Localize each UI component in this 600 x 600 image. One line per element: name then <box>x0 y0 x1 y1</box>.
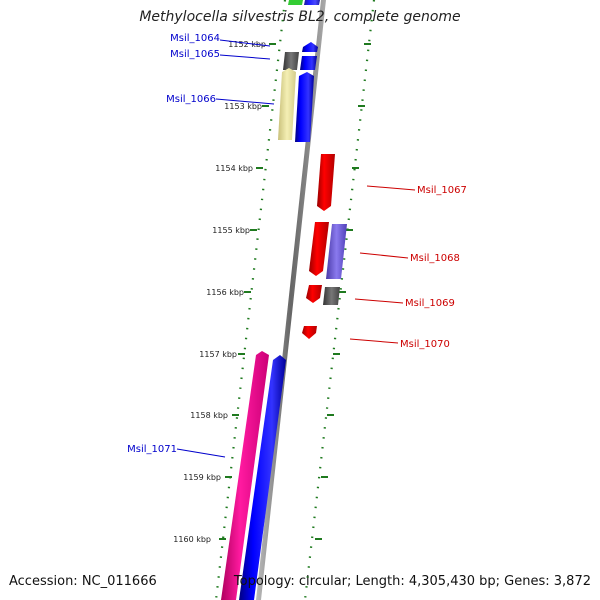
gene-feature-blue[interactable] <box>304 0 320 5</box>
gene-feature-red-msil-1070[interactable] <box>302 326 317 339</box>
gene-feature-blue-msil-1066[interactable] <box>295 72 314 142</box>
gene-feature-yellow-msil-1066[interactable] <box>278 68 296 140</box>
tick-label: 1155 kbp <box>212 226 250 235</box>
scale-tick: 1153 kbp <box>224 102 365 111</box>
scale-ticks: 1152 kbp 1153 kbp 1154 kbp 1155 kbp 1156… <box>173 40 371 544</box>
scale-tick: 1159 kbp <box>183 473 328 482</box>
gene-feature-blue-msil-1065[interactable] <box>300 56 317 70</box>
gene-feature-red-msil-1067[interactable] <box>317 154 335 211</box>
leader-line-msil-1066 <box>215 98 275 105</box>
scale-tick: 1156 kbp <box>206 288 346 297</box>
gene-feature-blue-msil-1071[interactable] <box>239 355 286 600</box>
leader-line-msil-1067 <box>366 185 416 191</box>
scale-dotted-line-left <box>214 0 287 600</box>
genome-title: Methylocella silvestris BL2, complete ge… <box>139 9 461 25</box>
gene-feature-pink-msil-1071[interactable] <box>221 351 269 600</box>
tick-label: 1153 kbp <box>224 102 262 111</box>
leader-line-msil-1070 <box>349 338 399 344</box>
gene-label-msil-1069[interactable]: Msil_1069 <box>405 298 455 309</box>
gene-label-msil-1065[interactable]: Msil_1065 <box>170 49 220 60</box>
gene-feature-blue-msil-1064[interactable] <box>302 42 318 52</box>
scale-tick: 1152 kbp <box>228 40 371 49</box>
gene-label-msil-1066[interactable]: Msil_1066 <box>166 94 216 105</box>
tick-label: 1159 kbp <box>183 473 221 482</box>
gene-feature-red-msil-1068[interactable] <box>309 222 329 276</box>
leader-line-msil-1071 <box>176 448 226 458</box>
gene-feature-gray-msil-1065[interactable] <box>283 52 299 70</box>
tick-label: 1152 kbp <box>228 40 266 49</box>
gene-label-msil-1067[interactable]: Msil_1067 <box>417 185 467 196</box>
gene-label-msil-1070[interactable]: Msil_1070 <box>400 339 450 350</box>
scale-tick: 1157 kbp <box>199 350 340 359</box>
tick-label: 1157 kbp <box>199 350 237 359</box>
scale-tick: 1155 kbp <box>212 226 353 235</box>
gene-feature-green[interactable] <box>288 0 303 5</box>
tick-label: 1154 kbp <box>215 164 253 173</box>
gene-label-msil-1068[interactable]: Msil_1068 <box>410 253 460 264</box>
scale-tick: 1154 kbp <box>215 164 359 173</box>
gene-labels: Msil_1064 Msil_1065 Msil_1066 Msil_1071 … <box>127 33 467 455</box>
scale-tick: 1158 kbp <box>190 411 334 420</box>
tick-label: 1158 kbp <box>190 411 228 420</box>
gene-label-msil-1064[interactable]: Msil_1064 <box>170 33 220 44</box>
label-leader-lines <box>176 39 416 458</box>
gene-feature-purple-msil-1068[interactable] <box>326 224 347 279</box>
leader-line-msil-1065 <box>219 54 271 60</box>
tick-label: 1160 kbp <box>173 535 211 544</box>
leader-line-msil-1068 <box>359 252 409 259</box>
gene-feature-red-msil-1069[interactable] <box>306 285 322 303</box>
tick-label: 1156 kbp <box>206 288 244 297</box>
scale-dotted-line-right <box>303 0 376 600</box>
gene-feature-gray-msil-1069[interactable] <box>323 287 340 305</box>
scale-tick: 1160 kbp <box>173 535 322 544</box>
gene-features <box>221 0 347 600</box>
gene-label-msil-1071[interactable]: Msil_1071 <box>127 444 177 455</box>
accession-text: Accession: NC_011666 <box>9 574 157 589</box>
leader-line-msil-1069 <box>354 298 404 304</box>
topology-text: Topology: circular; Length: 4,305,430 bp… <box>233 574 591 589</box>
leader-line-msil-1064 <box>219 39 271 47</box>
